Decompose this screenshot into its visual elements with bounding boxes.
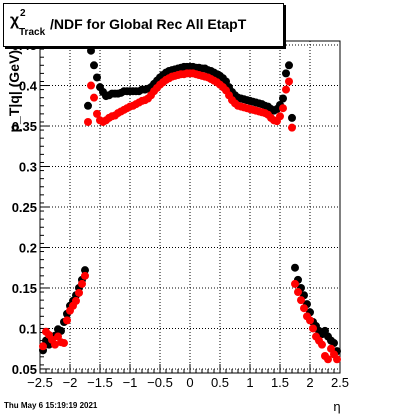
y-tick-label: 0.1 [19,321,37,336]
ticks: −2.5 −2 −1.5 −1 −0.5 0 0.5 1 1.5 2 2.5 0.05 0.1 0.15 0… [12,38,349,390]
data-point-red [294,288,302,297]
data-point-black [90,61,98,70]
data-point-red [285,77,293,86]
data-point-red [60,339,68,348]
y-tick-label: 0.25 [12,200,37,215]
data-point-red [72,296,80,305]
data-point-red [90,93,98,102]
data-point-red [279,104,287,113]
title-text: /NDF for Global Rec All EtapT [50,16,247,32]
data-point-red [276,112,284,121]
data-point-red [87,81,95,90]
y-tick-label: 0.35 [12,119,37,134]
title-chi-symbol: χ [10,12,20,29]
data-point-red [75,288,83,297]
x-tick-label: 2 [306,375,313,390]
data-point-red [81,271,89,280]
x-tick-label: −1 [123,375,138,390]
data-point-red [306,316,314,325]
x-tick-label: 0 [186,375,193,390]
x-tick-label: 1 [246,375,253,390]
y-tick-label: 0.2 [19,240,37,255]
data-point-black [282,69,290,78]
y-tick-label: 0.05 [12,362,37,377]
x-tick-label: −2.5 [27,375,53,390]
data-point-red [318,340,326,349]
timestamp: Thu May 6 15:19:19 2021 [4,401,98,410]
data-point-black [291,263,299,272]
data-point-black [279,94,287,103]
data-point-black [93,73,101,82]
data-point-red [291,279,299,288]
data-point-red [63,316,71,325]
data-point-red [288,123,296,132]
y-tick-label: 0.3 [19,160,37,175]
data-point-red [51,340,59,349]
data-point-red [324,355,332,364]
x-tick-label: −0.5 [147,375,173,390]
data-point-black [84,101,92,110]
x-tick-label: 0.5 [211,375,229,390]
y-tick-label: 0.4 [19,79,38,94]
data-point-red [39,342,47,351]
data-point-red [300,304,308,313]
data-point-red [78,279,86,288]
x-axis-label: η [333,399,340,414]
title-subscript: Track [19,27,46,38]
grid [40,41,340,373]
y-axis-label: p_T|q| (GeV) [6,50,22,133]
title-superscript: 2 [20,8,26,19]
y-tick-label: 0.15 [12,281,37,296]
data-point-red [282,85,290,94]
chart-title: χ 2 Track /NDF for Global Rec All EtapT [3,3,284,47]
data-point-black [81,266,89,275]
data-point-black [285,61,293,70]
data-point-red [309,324,317,333]
data-point-red [333,355,341,364]
data-point-black [288,113,296,122]
x-tick-label: 1.5 [271,375,289,390]
data-point-red [93,109,101,118]
data-point-red [297,296,305,305]
x-tick-label: −1.5 [87,375,113,390]
x-tick-label: 2.5 [331,375,349,390]
data-point-red [84,117,92,126]
x-tick-label: −2 [63,375,78,390]
data-point-black [87,46,95,55]
data-points [39,46,341,364]
